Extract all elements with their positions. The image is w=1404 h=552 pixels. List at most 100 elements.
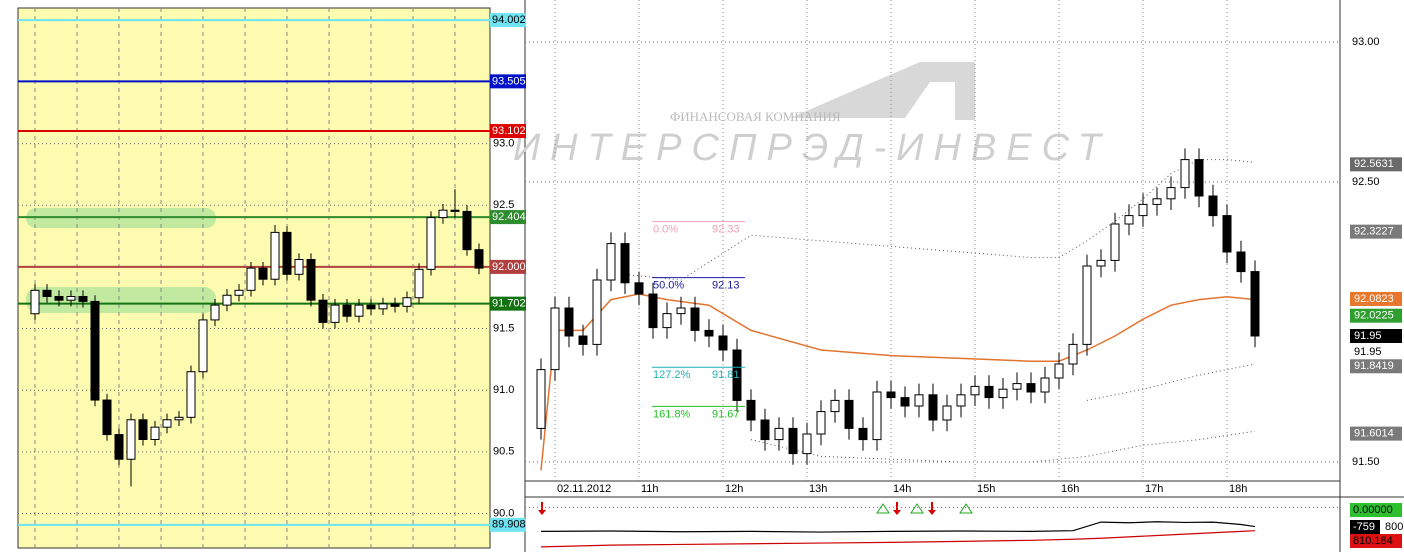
candle-body: [648, 293, 658, 329]
x-tick-label: 18h: [1229, 483, 1247, 495]
candle-body: [66, 295, 76, 301]
indicator-tag: [1350, 534, 1402, 548]
candle-body: [676, 307, 686, 315]
candle-body: [844, 399, 854, 429]
price-tag: [1350, 426, 1402, 441]
y-tick-label: 92.5: [493, 199, 514, 211]
level-tag: [490, 124, 526, 139]
y-tick-label: 90.5: [493, 446, 514, 458]
candle-body: [1040, 377, 1050, 393]
candle-body: [1124, 215, 1134, 225]
price-label: 92.5631: [1354, 158, 1394, 170]
y-tick-label: 91.5: [493, 322, 514, 334]
fib-label: 127.2%: [653, 369, 691, 381]
candle-body: [282, 231, 292, 275]
candle-body: [1138, 203, 1148, 217]
candle-body: [858, 427, 868, 441]
candle-body: [150, 426, 160, 441]
indicator-label: 810.184: [1353, 535, 1393, 547]
candle-body: [198, 319, 208, 373]
candle-body: [126, 419, 136, 460]
candle-body: [886, 391, 896, 399]
price-label: 91.95: [1354, 330, 1382, 342]
candle-body: [366, 304, 376, 310]
price-label: 91.8419: [1354, 360, 1394, 372]
candle-body: [210, 304, 220, 321]
candle-body: [774, 427, 784, 441]
candle-body: [942, 405, 952, 421]
candle-body: [914, 394, 924, 407]
x-tick-label: 12h: [725, 483, 743, 495]
price-label: 92.3227: [1354, 226, 1394, 238]
signal-triangles: [876, 503, 973, 514]
candle-body: [956, 394, 966, 407]
level-label: 93.102: [492, 125, 526, 137]
fib-value: 92.13: [712, 280, 740, 292]
fib-label: 161.8%: [653, 408, 691, 420]
watermark-company: ФИНАНСОВАЯ КОМПАНИЯ: [670, 109, 841, 124]
candle-body: [1110, 223, 1120, 261]
candle-body: [54, 295, 64, 301]
candle-body: [1096, 259, 1106, 267]
candle-body: [1012, 383, 1022, 390]
candle-body: [788, 427, 798, 455]
candle-body: [718, 335, 728, 351]
indicator-tag: [1350, 503, 1402, 517]
price-label: 92.0225: [1354, 310, 1394, 322]
candle-body: [78, 295, 88, 302]
candle-body: [342, 304, 352, 317]
fib-label: 0.0%: [653, 224, 678, 236]
level-label: 91.702: [492, 298, 526, 310]
candle-body: [1180, 159, 1190, 189]
y-tick-label: 92.50: [1352, 176, 1380, 188]
candle-body: [258, 267, 268, 280]
fib-value: 92.33: [712, 224, 740, 236]
candle-body: [90, 300, 100, 401]
price-tag: [1350, 308, 1402, 323]
fib-value: 91.67: [712, 408, 740, 420]
candle-body: [1236, 251, 1246, 273]
candle-body: [816, 411, 826, 435]
candle-body: [186, 371, 196, 418]
candle-body: [42, 289, 52, 297]
candle-body: [138, 419, 148, 441]
candle-body: [174, 416, 184, 421]
candle-body: [872, 391, 882, 441]
candle-body: [634, 282, 644, 295]
indicator-tag: [1350, 520, 1380, 534]
x-tick-label: 02.11.2012: [557, 483, 611, 495]
fib-value: 91.81: [712, 369, 740, 381]
candle-body: [390, 303, 400, 307]
y-tick-label: 90.0: [493, 507, 514, 519]
candle-body: [294, 259, 304, 275]
x-tick-label: 13h: [809, 483, 827, 495]
signal-arrows: [538, 502, 936, 515]
candle-body: [438, 209, 448, 219]
candle-body: [402, 297, 412, 307]
candle-body: [970, 385, 980, 396]
price-tag: [1350, 157, 1402, 172]
candle-body: [662, 313, 672, 329]
candle-body: [1152, 198, 1162, 205]
candle-body: [984, 385, 994, 399]
fib-label: 50.0%: [653, 280, 684, 292]
level-label: 92.000: [492, 261, 526, 273]
indicator-label: 800: [1385, 521, 1403, 533]
candle-body: [462, 210, 472, 251]
candle-body: [900, 397, 910, 407]
candle-body: [1194, 159, 1204, 197]
candle-body: [354, 304, 364, 317]
level-tag: [490, 210, 526, 225]
indicator-line: [540, 530, 1256, 548]
candle-body: [1208, 195, 1218, 217]
candle-body: [802, 433, 812, 455]
candle-body: [474, 249, 484, 269]
candle-body: [114, 434, 124, 460]
candle-body: [690, 307, 700, 331]
logo: [790, 62, 975, 120]
x-tick-label: 15h: [977, 483, 995, 495]
x-tick-label: 16h: [1061, 483, 1079, 495]
indicator-label: -759: [1353, 521, 1375, 533]
candle-body: [246, 267, 256, 291]
